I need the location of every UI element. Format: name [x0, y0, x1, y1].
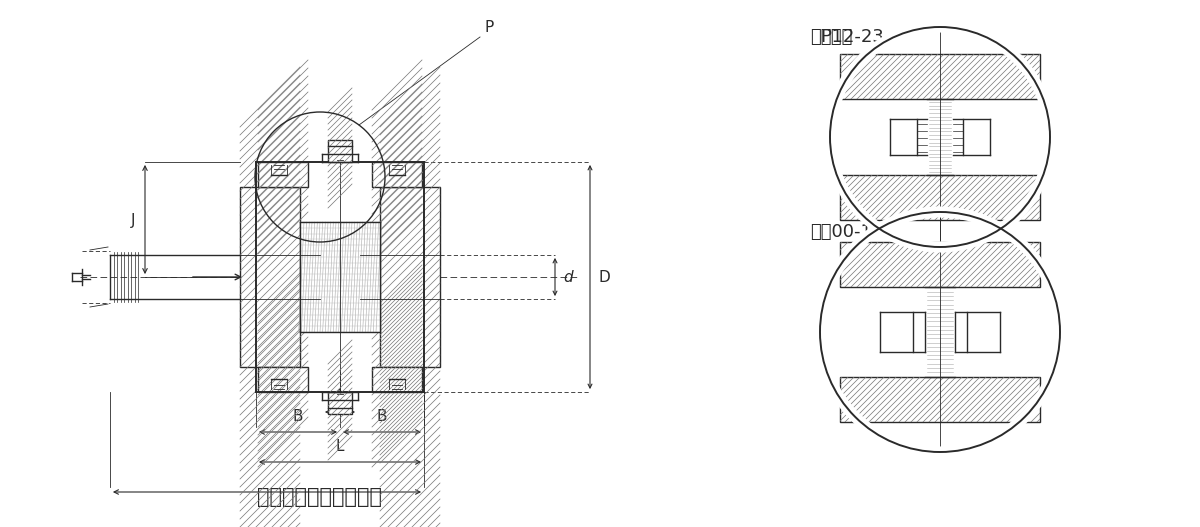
Text: J: J — [131, 212, 136, 228]
Bar — [372, 162, 422, 187]
Polygon shape — [840, 242, 1040, 287]
Text: B: B — [377, 409, 388, 424]
Text: D: D — [598, 269, 610, 285]
Text: P: P — [485, 20, 494, 35]
Text: 规格12-23: 规格12-23 — [810, 28, 884, 46]
Text: A: A — [335, 388, 344, 402]
Text: B: B — [293, 409, 304, 424]
Polygon shape — [840, 377, 1040, 422]
Text: A: A — [935, 48, 944, 62]
Bar — [258, 162, 308, 187]
Bar — [328, 140, 352, 162]
Bar — [258, 367, 308, 392]
Text: A: A — [935, 233, 944, 247]
Text: d: d — [563, 269, 572, 285]
Bar — [240, 187, 300, 367]
Circle shape — [830, 27, 1050, 247]
Text: 键连结单型膜片联轴器: 键连结单型膜片联轴器 — [258, 487, 383, 507]
Text: L: L — [336, 439, 344, 454]
Text: P放大: P放大 — [820, 28, 852, 46]
Bar — [380, 187, 440, 367]
Polygon shape — [840, 54, 1040, 99]
Bar — [300, 222, 380, 332]
Polygon shape — [840, 175, 1040, 220]
Text: 规格00-11: 规格00-11 — [810, 223, 883, 241]
Circle shape — [820, 212, 1060, 452]
Bar — [328, 392, 352, 414]
Bar — [372, 367, 422, 392]
